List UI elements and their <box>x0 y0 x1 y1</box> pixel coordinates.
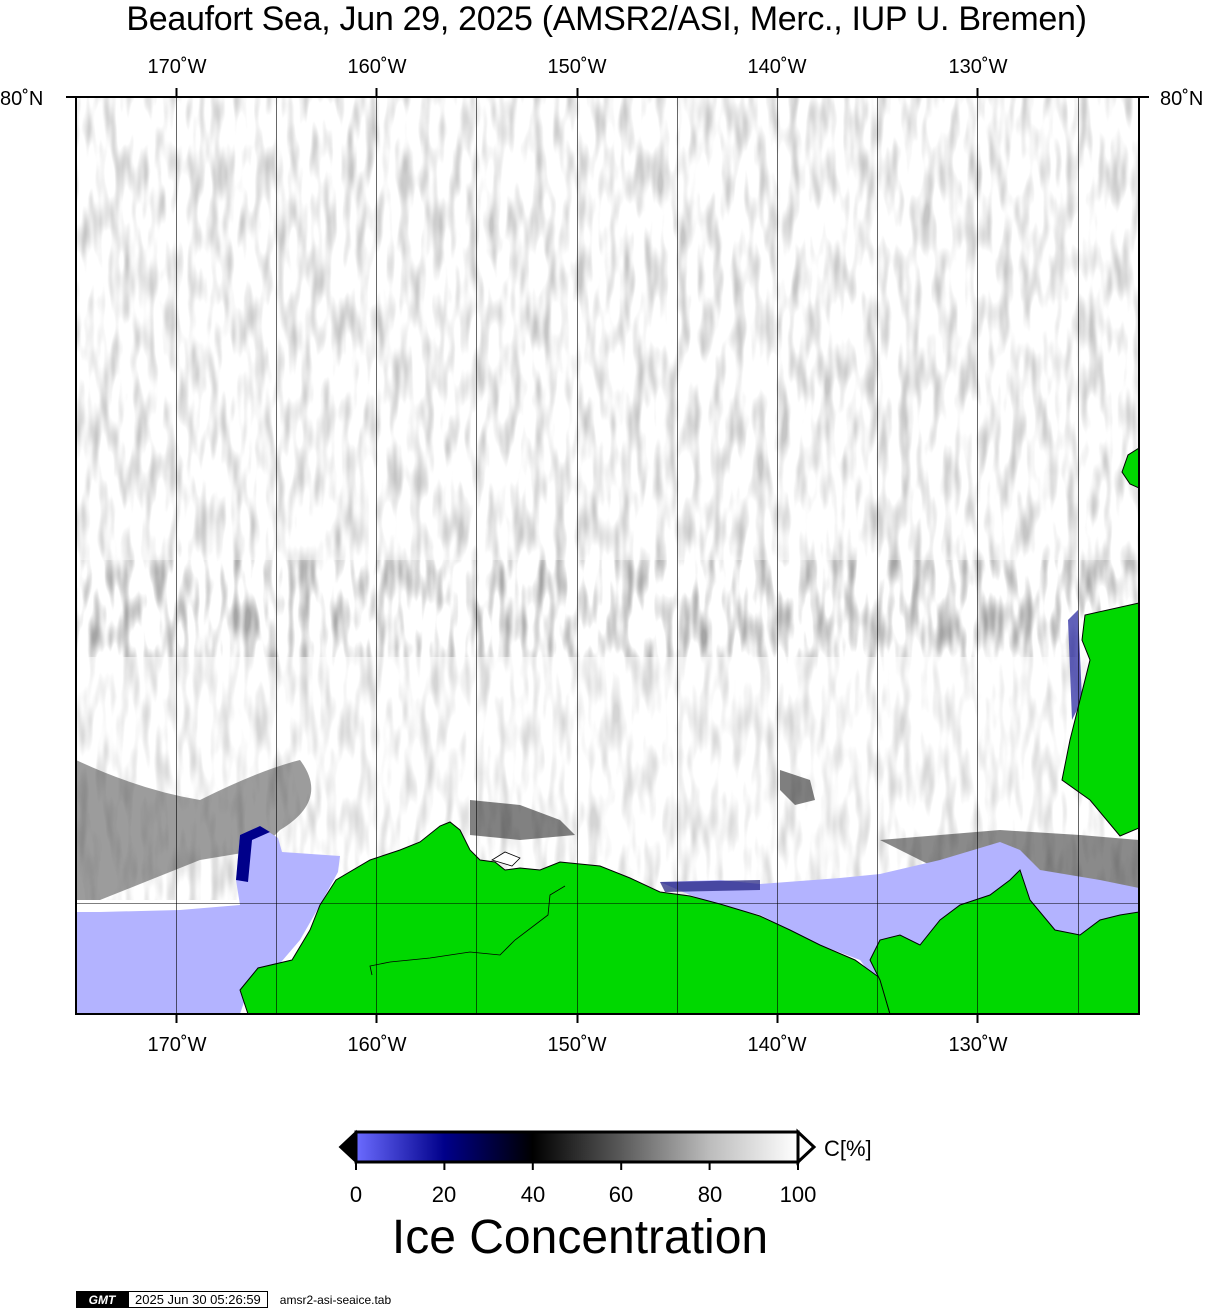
land-banks-island <box>1061 602 1139 837</box>
lat-label-right-80n: 80˚N <box>1160 88 1204 110</box>
colorbar-ticks <box>355 1162 799 1170</box>
colorbar-label-80: 80 <box>697 1182 723 1207</box>
lon-label-bottom-130w: 130˚W <box>948 1034 1008 1056</box>
land-alaska <box>239 821 891 1014</box>
lat-label-left-80n: 80˚N <box>0 88 44 110</box>
map-title: Beaufort Sea, Jun 29, 2025 (AMSR2/ASI, M… <box>126 0 1087 38</box>
frame-ticks <box>66 88 1149 1023</box>
map-area <box>76 97 1139 1014</box>
lon-label-bottom-150w: 150˚W <box>547 1034 607 1056</box>
colorbar-label-0: 0 <box>349 1182 363 1207</box>
colorbar-high-triangle <box>796 1128 817 1166</box>
colorbar-label-40: 40 <box>520 1182 546 1207</box>
ice-edge-west <box>236 826 270 882</box>
colorbar-label-20: 20 <box>431 1182 457 1207</box>
ice-fringe-west <box>76 760 312 900</box>
land-prince-patrick <box>1121 447 1139 489</box>
timestamp: 2025 Jun 30 05:26:59 <box>128 1291 268 1308</box>
lon-label-top-160w: 160˚W <box>347 56 407 78</box>
colorbar-label-100: 100 <box>779 1182 817 1207</box>
lon-label-top-150w: 150˚W <box>547 56 607 78</box>
lon-label-top-130w: 130˚W <box>948 56 1008 78</box>
colorbar-label-60: 60 <box>608 1182 634 1207</box>
colorbar <box>338 1128 817 1170</box>
border-alaska-interior <box>369 885 566 976</box>
lon-label-top-140w: 140˚W <box>747 56 807 78</box>
ice-patch-140w <box>780 770 815 805</box>
script-name: amsr2-asi-seaice.tab <box>279 1292 392 1307</box>
lon-label-bottom-170w: 170˚W <box>147 1034 207 1056</box>
colorbar-title: Ice Concentration <box>391 1211 769 1264</box>
footer: GMT 2025 Jun 30 05:26:59 amsr2-asi-seaic… <box>76 1290 391 1309</box>
colorbar-low-triangle <box>338 1129 357 1165</box>
lon-label-bottom-140w: 140˚W <box>747 1034 807 1056</box>
gmt-logo: GMT <box>76 1291 128 1308</box>
ice-edge-central <box>660 880 760 892</box>
lon-label-top-170w: 170˚W <box>147 56 207 78</box>
map-frame <box>75 96 1140 1015</box>
ice-fringe-central <box>470 800 575 840</box>
island-lagoon <box>491 851 521 867</box>
colorbar-unit: C[%] <box>824 1136 872 1161</box>
land-yukon-nwt <box>869 869 1139 1014</box>
lon-label-bottom-160w: 160˚W <box>347 1034 407 1056</box>
graticule <box>76 97 1139 1014</box>
colorbar-gradient <box>356 1132 798 1162</box>
